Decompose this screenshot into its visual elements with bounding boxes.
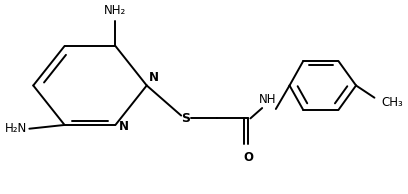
Text: N: N [119,120,129,133]
Text: NH: NH [259,93,277,106]
Text: H₂N: H₂N [5,122,27,135]
Text: O: O [244,151,253,164]
Text: N: N [149,71,159,84]
Text: CH₃: CH₃ [381,96,403,109]
Text: S: S [181,112,191,125]
Text: NH₂: NH₂ [104,4,126,17]
